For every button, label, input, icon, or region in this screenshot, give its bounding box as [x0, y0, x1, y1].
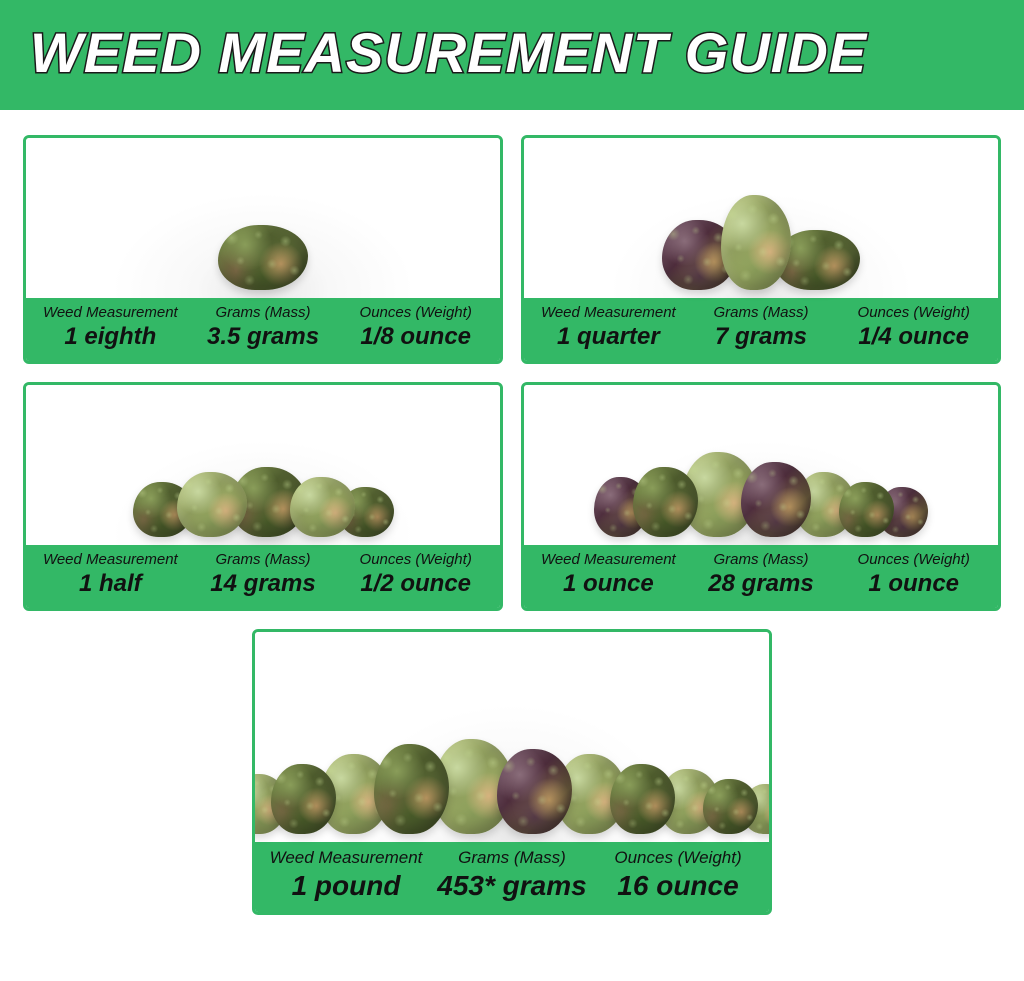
stat-ounces: Ounces (Weight) 1/4 ounce [837, 304, 990, 351]
measurement-card-half: Weed Measurement 1 halfGrams (Mass) 14 gra… [23, 382, 503, 611]
stat-label: Ounces (Weight) [339, 551, 492, 568]
stat-grams: Grams (Mass) 14 grams [187, 551, 340, 598]
stat-value: 16 ounce [595, 870, 761, 902]
bud-cluster [226, 225, 300, 290]
stat-ounces: Ounces (Weight) 1/8 ounce [339, 304, 492, 351]
card-image [524, 138, 998, 298]
card-footer: Weed Measurement1 ounceGrams (Mass)28 gr… [524, 545, 998, 608]
stat-label: Grams (Mass) [429, 848, 595, 868]
stat-label: Weed Measurement [34, 551, 187, 568]
stat-ounces: Ounces (Weight)16 ounce [595, 848, 761, 902]
measurement-card-eighth: Weed Measurement 1 eighthGrams (Mass) 3.5 … [23, 135, 503, 364]
bud-cluster [670, 195, 852, 290]
stat-value: 453* grams [429, 870, 595, 902]
bud-icon [741, 462, 811, 537]
stat-label: Grams (Mass) [685, 304, 838, 321]
stat-label: Grams (Mass) [187, 551, 340, 568]
bud-icon [721, 195, 791, 290]
bud-icon [703, 779, 758, 834]
stat-grams: Grams (Mass) 7 grams [685, 304, 838, 351]
bud-icon [497, 749, 572, 834]
stat-value: 14 grams [187, 570, 340, 598]
stat-measurement: Weed Measurement 1 quarter [532, 304, 685, 351]
stat-label: Ounces (Weight) [595, 848, 761, 868]
stat-value: 7 grams [685, 323, 838, 351]
stat-value: 1 quarter [532, 323, 685, 351]
card-image [26, 138, 500, 298]
card-footer: Weed Measurement 1 halfGrams (Mass) 14 gra… [26, 545, 500, 608]
stat-label: Ounces (Weight) [837, 304, 990, 321]
bud-cluster [602, 452, 920, 537]
bud-icon [271, 764, 336, 834]
stat-value: 1 pound [263, 870, 429, 902]
stat-ounces: Ounces (Weight) 1/2 ounce [339, 551, 492, 598]
stat-label: Weed Measurement [263, 848, 429, 868]
stat-label: Ounces (Weight) [837, 551, 990, 568]
bud-cluster [252, 739, 772, 834]
bud-icon [610, 764, 675, 834]
stat-value: 1/8 ounce [339, 323, 492, 351]
stat-value: 3.5 grams [187, 323, 340, 351]
stat-label: Weed Measurement [532, 551, 685, 568]
stat-label: Weed Measurement [532, 304, 685, 321]
bud-icon [177, 472, 247, 537]
card-image [255, 632, 769, 842]
stat-measurement: Weed Measurement 1 half [34, 551, 187, 598]
stat-measurement: Weed Measurement 1 ounce [532, 551, 685, 598]
stat-label: Grams (Mass) [187, 304, 340, 321]
bud-icon [218, 225, 308, 290]
card-footer: Weed Measurement 1 eighthGrams (Mass) 3.5 … [26, 298, 500, 361]
measurement-card-pound: Weed Measurement1 poundGrams (Mass)453* … [252, 629, 772, 915]
bud-icon [290, 477, 355, 537]
bud-cluster [141, 467, 386, 537]
stat-label: Ounces (Weight) [339, 304, 492, 321]
stat-grams: Grams (Mass) 3.5 grams [187, 304, 340, 351]
stat-grams: Grams (Mass) 28 grams [685, 551, 838, 598]
stat-value: 1/2 ounce [339, 570, 492, 598]
stat-ounces: Ounces (Weight) 1 ounce [837, 551, 990, 598]
stat-label: Weed Measurement [34, 304, 187, 321]
stat-value: 1 half [34, 570, 187, 598]
stat-measurement: Weed Measurement 1 eighth [34, 304, 187, 351]
bud-icon [374, 744, 449, 834]
cards-grid: Weed Measurement1 eighthGrams (Mass)3.5 … [0, 110, 1024, 930]
stat-value: 1/4 ounce [837, 323, 990, 351]
page-title: WEED MEASUREMENT GUIDE [30, 20, 994, 85]
card-footer: Weed Measurement 1 quarterGrams (Mass) 7 g… [524, 298, 998, 361]
card-image [524, 385, 998, 545]
stat-value: 1 ounce [532, 570, 685, 598]
measurement-card-ounce: Weed Measurement1 ounceGrams (Mass)28 gr… [521, 382, 1001, 611]
card-image [26, 385, 500, 545]
card-footer: Weed Measurement1 poundGrams (Mass)453* … [255, 842, 769, 912]
bud-icon [633, 467, 698, 537]
bud-icon [839, 482, 894, 537]
stat-value: 28 grams [685, 570, 838, 598]
header-banner: WEED MEASUREMENT GUIDE [0, 0, 1024, 110]
stat-value: 1 eighth [34, 323, 187, 351]
stat-grams: Grams (Mass)453* grams [429, 848, 595, 902]
stat-label: Grams (Mass) [685, 551, 838, 568]
stat-measurement: Weed Measurement1 pound [263, 848, 429, 902]
stat-value: 1 ounce [837, 570, 990, 598]
measurement-card-quarter: Weed Measurement 1 quarterGrams (Mass) 7 g… [521, 135, 1001, 364]
